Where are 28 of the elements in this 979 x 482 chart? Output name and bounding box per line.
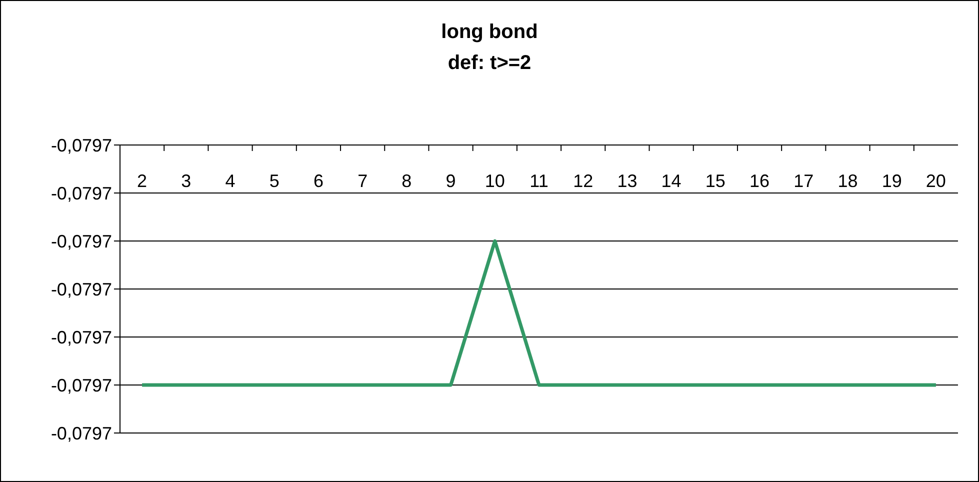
x-tick-label: 12 <box>573 171 594 191</box>
x-tick-label: 10 <box>484 171 505 191</box>
x-tick-label: 7 <box>358 171 368 191</box>
x-tick-label: 18 <box>838 171 858 191</box>
x-tick-label: 8 <box>402 171 412 191</box>
y-tick-label: -0,0797 <box>50 183 112 204</box>
y-tick-label: -0,0797 <box>50 279 112 300</box>
y-tick-label: -0,0797 <box>50 423 112 444</box>
x-tick-label: 17 <box>794 171 814 191</box>
x-tick-label: 11 <box>530 171 548 191</box>
chart-subtitle: def: t>=2 <box>448 52 532 74</box>
x-tick-label: 6 <box>313 171 324 191</box>
x-tick-label: 19 <box>882 171 902 191</box>
y-tick-label: -0,0797 <box>50 327 112 348</box>
x-tick-label: 4 <box>225 171 236 191</box>
x-tick-label: 15 <box>705 171 726 191</box>
x-tick-label: 16 <box>750 171 770 191</box>
y-tick-label: -0,0797 <box>50 135 112 156</box>
y-tick-label: -0,0797 <box>50 231 112 252</box>
x-tick-label: 3 <box>181 171 192 191</box>
y-tick-label: -0,0797 <box>50 375 112 396</box>
x-tick-label: 13 <box>617 171 638 191</box>
x-tick-label: 20 <box>926 171 946 191</box>
chart-title: long bond <box>441 21 538 43</box>
x-tick-label: 5 <box>269 171 280 191</box>
x-tick-label: 14 <box>661 171 682 191</box>
x-tick-label: 2 <box>137 171 148 191</box>
x-tick-label: 9 <box>446 171 456 191</box>
